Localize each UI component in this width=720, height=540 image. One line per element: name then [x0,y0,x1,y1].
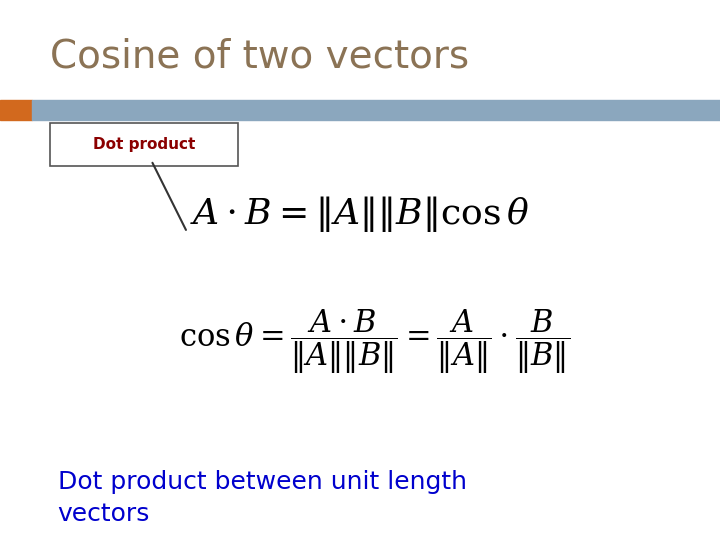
Text: Cosine of two vectors: Cosine of two vectors [50,37,469,76]
Text: $\cos\theta = \dfrac{A\cdot B}{\|A\|\|B\|} = \dfrac{A}{\|A\|}\cdot\dfrac{B}{\|B\: $\cos\theta = \dfrac{A\cdot B}{\|A\|\|B\… [179,308,570,376]
Text: $A\cdot B = \|A\|\|B\|\cos\theta$: $A\cdot B = \|A\|\|B\|\cos\theta$ [190,194,530,234]
Text: Dot product between unit length
vectors: Dot product between unit length vectors [58,470,467,526]
Text: Dot product: Dot product [93,137,195,152]
FancyBboxPatch shape [50,123,238,166]
Bar [0,100,32,120]
Bar [32,100,720,120]
